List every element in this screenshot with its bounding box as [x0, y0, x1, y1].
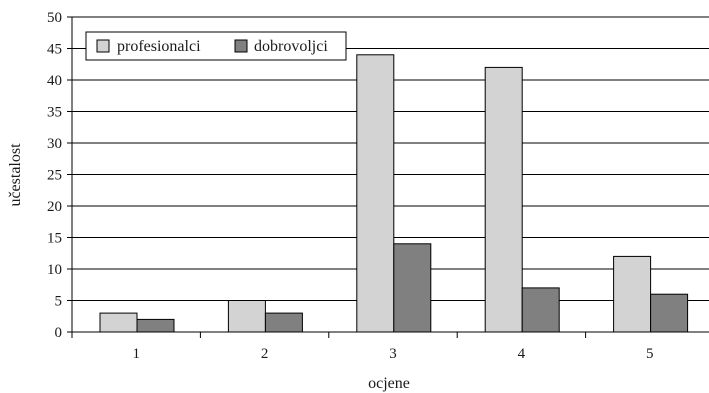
- x-tick-label: 5: [646, 346, 654, 362]
- y-tick-label: 45: [47, 42, 62, 58]
- bar-dobrovoljci-1: [136, 318, 175, 333]
- bar-dobrovoljci-5: [650, 293, 689, 333]
- axes: [71, 17, 709, 338]
- y-tick-label: 15: [47, 231, 62, 247]
- legend-label-profesionalci: profesionalci: [117, 38, 201, 55]
- bar-profesionalci-3: [356, 54, 395, 333]
- y-tick-label: 20: [47, 199, 62, 215]
- legend-label-dobrovoljci: dobrovoljci: [254, 38, 328, 55]
- legend-swatch-dobrovoljci: [234, 39, 248, 53]
- legend-swatch-profesionalci: [96, 39, 110, 53]
- x-tick-label: 1: [132, 346, 140, 362]
- x-axis-title: ocjene: [368, 375, 410, 392]
- bar-profesionalci-4: [484, 66, 523, 333]
- x-tick-labels: 1 2 3 4 5: [132, 346, 653, 362]
- bar-profesionalci-2: [227, 300, 266, 333]
- y-tick-label: 5: [55, 294, 63, 310]
- y-tick-label: 10: [47, 262, 62, 278]
- bar-profesionalci-5: [613, 255, 652, 333]
- bars: [99, 54, 689, 333]
- y-tick-label: 0: [55, 325, 63, 341]
- y-tick-label: 50: [47, 10, 62, 26]
- y-tick-label: 25: [47, 168, 62, 184]
- y-tick-labels: 0 5 10 15 20 25 30 35 40 45 50: [47, 10, 62, 341]
- y-tick-label: 30: [47, 136, 62, 152]
- bar-dobrovoljci-2: [264, 312, 303, 333]
- bar-profesionalci-1: [99, 312, 138, 333]
- y-tick-label: 35: [47, 105, 62, 121]
- bar-dobrovoljci-3: [393, 243, 432, 333]
- y-tick-label: 40: [47, 73, 62, 89]
- legend: profesionalci dobrovoljci: [85, 31, 347, 61]
- bar-dobrovoljci-4: [521, 287, 560, 333]
- x-tick-label: 3: [389, 346, 397, 362]
- x-tick-label: 2: [261, 346, 269, 362]
- legend-box: [85, 31, 347, 61]
- y-axis-title: učestalost: [7, 143, 24, 207]
- x-tick-label: 4: [518, 346, 526, 362]
